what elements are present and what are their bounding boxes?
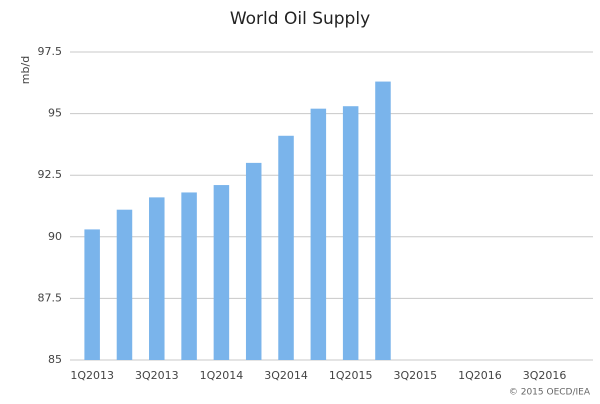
bar xyxy=(149,197,165,360)
bar xyxy=(342,106,359,360)
x-tick-label: 3Q2016 xyxy=(523,369,567,382)
bar xyxy=(84,229,100,360)
y-tick-label: 92.5 xyxy=(38,168,63,181)
y-tick-label: 97.5 xyxy=(38,45,63,58)
x-tick-label: 3Q2014 xyxy=(264,369,308,382)
y-tick-label: 95 xyxy=(48,107,62,120)
x-tick-label: 1Q2015 xyxy=(329,369,373,382)
x-tick-label: 1Q2014 xyxy=(200,369,244,382)
x-tick-label: 3Q2013 xyxy=(135,369,179,382)
bar xyxy=(245,162,262,360)
x-tick-label: 1Q2013 xyxy=(70,369,114,382)
bar xyxy=(375,81,391,361)
y-tick-label: 85 xyxy=(48,353,62,366)
copyright: © 2015 OECD/IEA xyxy=(509,388,591,398)
x-tick-label: 1Q2016 xyxy=(458,369,502,382)
bar xyxy=(278,135,294,360)
y-tick-label: 87.5 xyxy=(38,291,63,304)
y-axis-label: mb/d xyxy=(19,56,32,84)
bar xyxy=(181,192,197,360)
y-tick-label: 90 xyxy=(48,230,62,243)
chart-title: World Oil Supply xyxy=(230,9,370,29)
x-tick-label: 3Q2015 xyxy=(393,369,437,382)
bar xyxy=(213,185,230,360)
bar xyxy=(116,209,133,360)
bar xyxy=(310,108,327,360)
